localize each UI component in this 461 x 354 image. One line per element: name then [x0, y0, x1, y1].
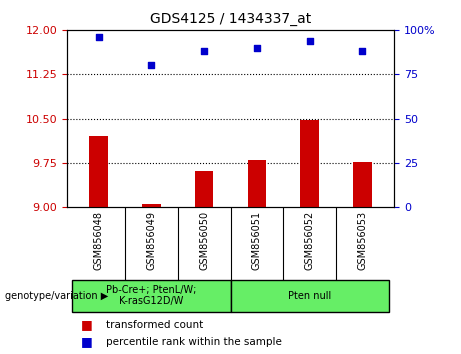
Text: genotype/variation ▶: genotype/variation ▶: [5, 291, 108, 301]
Point: [359, 48, 366, 54]
Point: [95, 34, 102, 40]
Text: ■: ■: [81, 335, 92, 348]
Text: GSM856052: GSM856052: [305, 211, 315, 270]
Bar: [248, 160, 266, 207]
Text: GDS4125 / 1434337_at: GDS4125 / 1434337_at: [150, 12, 311, 27]
Text: Pten null: Pten null: [288, 291, 331, 301]
Bar: [301, 120, 319, 207]
Bar: [195, 171, 213, 207]
Text: ■: ■: [81, 319, 92, 331]
Point: [201, 48, 208, 54]
Bar: [89, 136, 108, 207]
Bar: [142, 204, 160, 207]
Point: [253, 45, 260, 51]
Text: GSM856053: GSM856053: [357, 211, 367, 270]
Text: Pb-Cre+; PtenL/W;
K-rasG12D/W: Pb-Cre+; PtenL/W; K-rasG12D/W: [106, 285, 196, 307]
Text: percentile rank within the sample: percentile rank within the sample: [106, 337, 282, 347]
Text: GSM856050: GSM856050: [199, 211, 209, 270]
Point: [306, 38, 313, 44]
Point: [148, 63, 155, 68]
Text: transformed count: transformed count: [106, 320, 203, 330]
Text: GSM856048: GSM856048: [94, 211, 104, 270]
Bar: [353, 162, 372, 207]
Text: GSM856049: GSM856049: [146, 211, 156, 270]
Text: GSM856051: GSM856051: [252, 211, 262, 270]
